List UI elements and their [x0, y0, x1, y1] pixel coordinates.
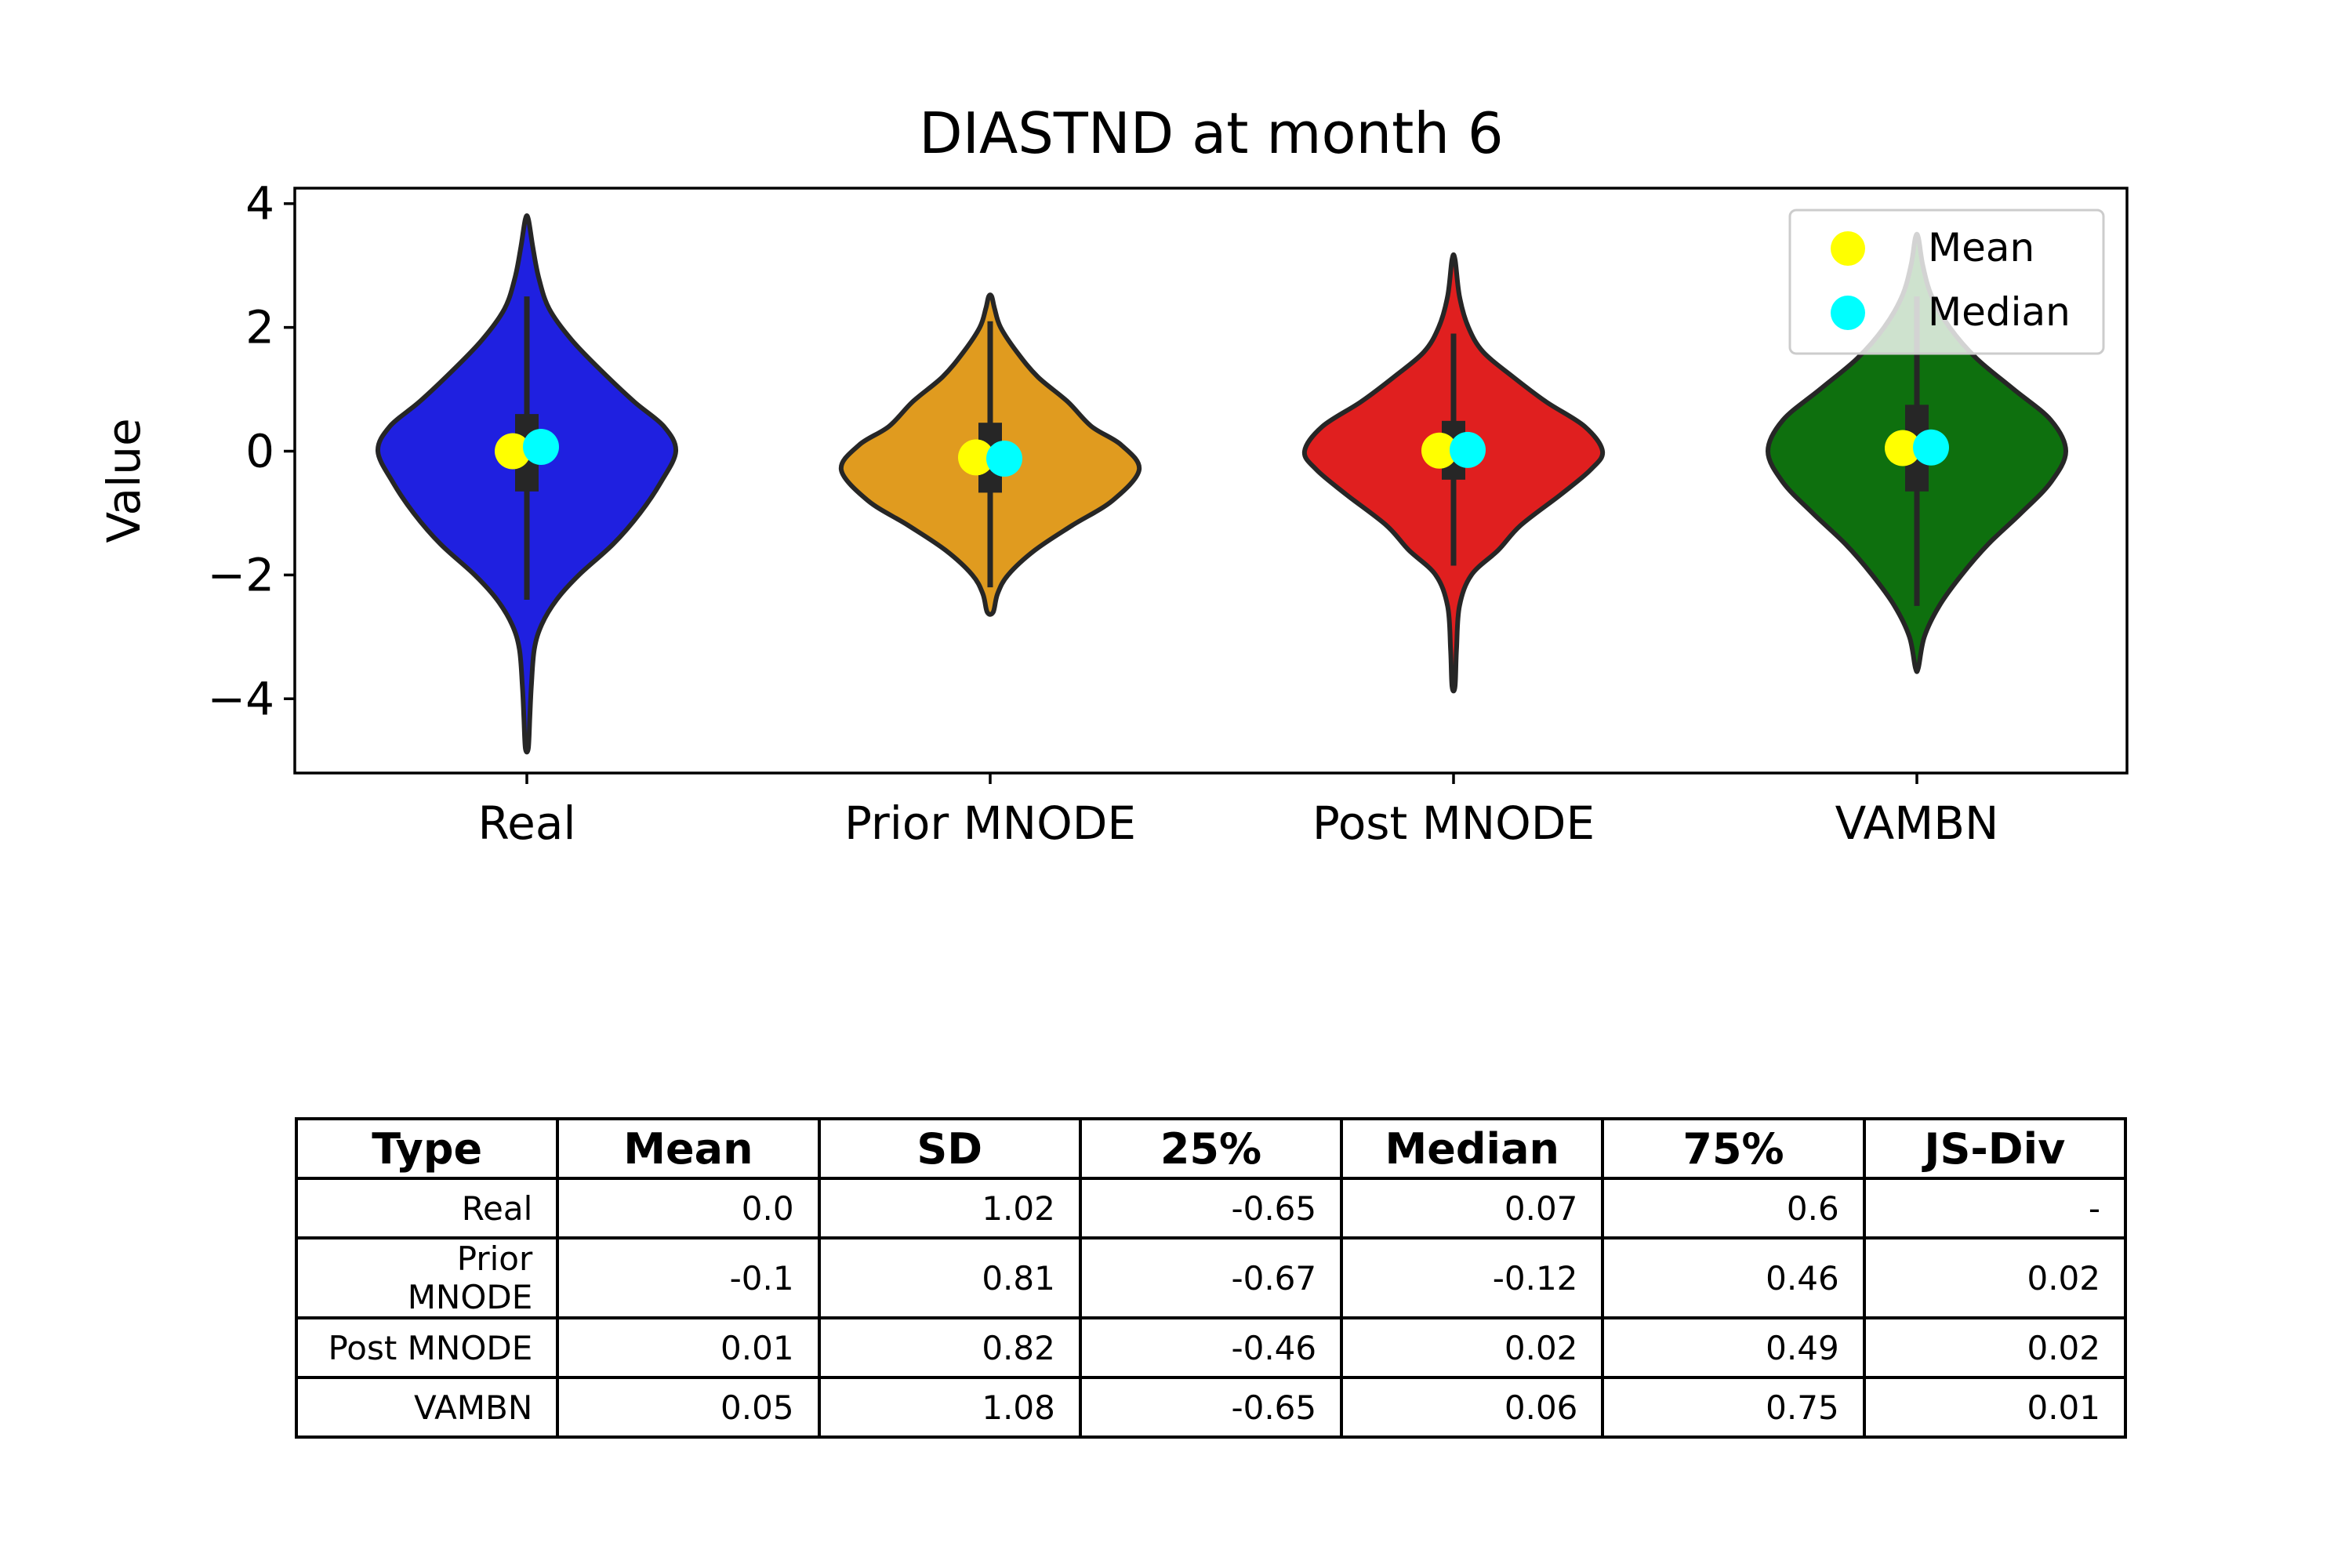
cell-sd: 1.02: [817, 1177, 1082, 1240]
table-row: Post MNODE 0.01 0.82 -0.46 0.02 0.49 0.0…: [294, 1316, 2128, 1379]
y-tick-label: 4: [245, 177, 274, 230]
cell-type: Real: [294, 1177, 560, 1240]
cell-75pct: 0.6: [1601, 1177, 1866, 1240]
cell-median: -0.12: [1340, 1236, 1605, 1319]
cell-median: 0.06: [1340, 1376, 1605, 1439]
cell-mean: 0.0: [556, 1177, 821, 1240]
legend-box: [1788, 209, 2105, 355]
x-tick-label-real: Real: [477, 797, 575, 850]
mean-marker: [495, 433, 531, 470]
y-tick-label: 2: [245, 301, 274, 354]
cell-js-div: 0.02: [1862, 1236, 2128, 1319]
mean-marker: [958, 439, 994, 476]
x-tick-label-post-mnode: Post MNODE: [1312, 797, 1595, 850]
y-tick-label: 0: [245, 425, 274, 478]
table-row: Prior MNODE -0.1 0.81 -0.67 -0.12 0.46 0…: [294, 1236, 2128, 1319]
cell-25pct: -0.46: [1078, 1316, 1344, 1379]
header-sd: SD: [817, 1117, 1082, 1180]
table-row: Real 0.0 1.02 -0.65 0.07 0.6 -: [294, 1177, 2128, 1240]
cell-75pct: 0.46: [1601, 1236, 1866, 1319]
header-25pct: 25%: [1078, 1117, 1344, 1180]
cell-mean: -0.1: [556, 1236, 821, 1319]
violin-post-mnode: [1301, 252, 1606, 694]
y-axis-label: Value: [97, 418, 151, 543]
cell-js-div: 0.02: [1862, 1316, 2128, 1379]
cell-type: VAMBN: [294, 1376, 560, 1439]
cell-type: Prior MNODE: [294, 1236, 560, 1319]
cell-js-div: 0.01: [1862, 1376, 2128, 1439]
legend: Mean Median: [1788, 209, 2105, 355]
plot-area-frame: [293, 187, 2129, 775]
median-marker: [1913, 429, 1949, 466]
violins-layer: [375, 213, 2068, 755]
median-marker: [986, 440, 1022, 477]
cell-mean: 0.05: [556, 1376, 821, 1439]
cell-type: Post MNODE: [294, 1316, 560, 1379]
header-median: Median: [1340, 1117, 1605, 1180]
legend-mean-marker: [1831, 231, 1865, 266]
x-tick-label-vambn: VAMBN: [1835, 797, 1999, 850]
x-tick-label-prior-mnode: Prior MNODE: [844, 797, 1136, 850]
y-tick-label: −4: [208, 672, 275, 725]
header-75pct: 75%: [1601, 1117, 1866, 1180]
legend-median-marker: [1831, 296, 1865, 330]
median-marker: [1450, 431, 1486, 468]
cell-25pct: -0.65: [1078, 1177, 1344, 1240]
legend-median-label: Median: [1928, 289, 2071, 335]
cell-75pct: 0.75: [1601, 1376, 1866, 1439]
chart-title: DIASTND at month 6: [919, 100, 1503, 166]
x-axis-ticks: Real Prior MNODE Post MNODE VAMBN: [477, 773, 1998, 850]
summary-statistics-table: Type Mean SD 25% Median 75% JS-Div Real …: [294, 1117, 2128, 1439]
violin-real: [375, 213, 679, 755]
y-axis-ticks: 4 2 0 −2 −4: [208, 177, 295, 725]
cell-sd: 0.82: [817, 1316, 1082, 1379]
header-type: Type: [294, 1117, 560, 1180]
mean-marker: [1885, 430, 1921, 466]
cell-mean: 0.01: [556, 1316, 821, 1379]
median-marker: [523, 428, 559, 465]
header-js-div: JS-Div: [1862, 1117, 2128, 1180]
cell-median: 0.07: [1340, 1177, 1605, 1240]
cell-sd: 0.81: [817, 1236, 1082, 1319]
mean-marker: [1421, 432, 1457, 469]
cell-sd: 1.08: [817, 1376, 1082, 1439]
table-header-row: Type Mean SD 25% Median 75% JS-Div: [294, 1117, 2128, 1180]
cell-25pct: -0.65: [1078, 1376, 1344, 1439]
y-tick-label: −2: [208, 548, 275, 601]
cell-25pct: -0.67: [1078, 1236, 1344, 1319]
table-row: VAMBN 0.05 1.08 -0.65 0.06 0.75 0.01: [294, 1376, 2128, 1439]
cell-median: 0.02: [1340, 1316, 1605, 1379]
header-mean: Mean: [556, 1117, 821, 1180]
legend-mean-label: Mean: [1928, 225, 2034, 270]
cell-75pct: 0.49: [1601, 1316, 1866, 1379]
violin-prior-mnode: [838, 292, 1142, 617]
cell-js-div: -: [1862, 1177, 2128, 1240]
